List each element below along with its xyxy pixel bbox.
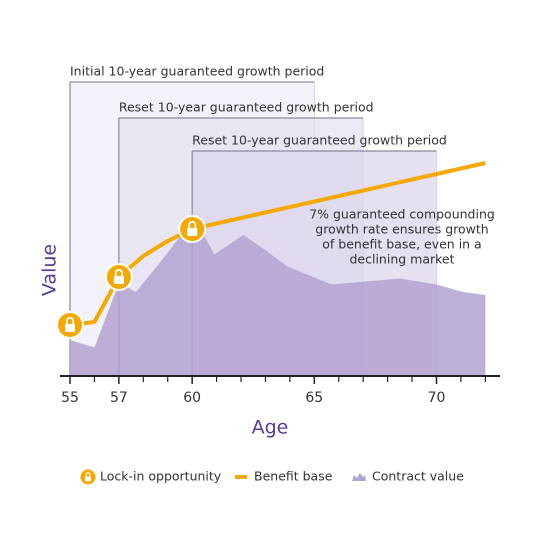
lock-shackle	[114, 268, 123, 276]
legend-label: Lock-in opportunity	[100, 469, 222, 484]
x-axis-label: Age	[252, 417, 289, 439]
x-tick-label: 57	[110, 390, 128, 406]
lock-in-marker	[56, 311, 84, 339]
period-label: Initial 10-year guaranteed growth period	[70, 64, 324, 79]
legend-label: Benefit base	[254, 469, 333, 484]
contract-area	[70, 212, 486, 376]
annotation: growth rate ensures growth	[315, 222, 488, 237]
annotation: declining market	[349, 252, 454, 267]
legend-area-swatch	[352, 473, 366, 481]
legend-label: Contract value	[372, 469, 464, 484]
lock-body	[65, 324, 75, 332]
legend-lock-icon	[79, 468, 97, 486]
period-label: Reset 10-year guaranteed growth period	[119, 100, 374, 115]
legend-line-swatch	[235, 475, 247, 479]
lock-in-marker	[178, 215, 207, 243]
lock-shackle	[85, 472, 91, 477]
lock-shackle	[188, 220, 197, 228]
y-axis-label: Value	[39, 244, 61, 296]
annotation: 7% guaranteed compounding	[309, 207, 495, 222]
lock-in-marker	[104, 263, 133, 291]
x-tick-label: 70	[428, 390, 446, 406]
x-tick-label: 60	[183, 390, 201, 406]
lock-body	[113, 276, 124, 284]
lock-body	[85, 476, 91, 482]
x-tick-label: 65	[305, 390, 323, 406]
lock-shackle	[65, 316, 75, 324]
x-tick-label: 55	[61, 390, 79, 406]
period-label: Reset 10-year guaranteed growth period	[192, 133, 447, 148]
lock-body	[187, 228, 198, 236]
annotation: of benefit base, even in a	[322, 237, 481, 252]
